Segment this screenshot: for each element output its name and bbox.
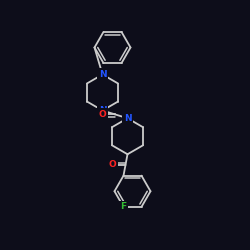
Text: N: N bbox=[99, 70, 106, 79]
Text: N: N bbox=[124, 114, 131, 123]
Text: N: N bbox=[99, 106, 106, 115]
Text: F: F bbox=[120, 202, 126, 211]
Text: O: O bbox=[98, 110, 106, 119]
Text: O: O bbox=[108, 160, 116, 170]
